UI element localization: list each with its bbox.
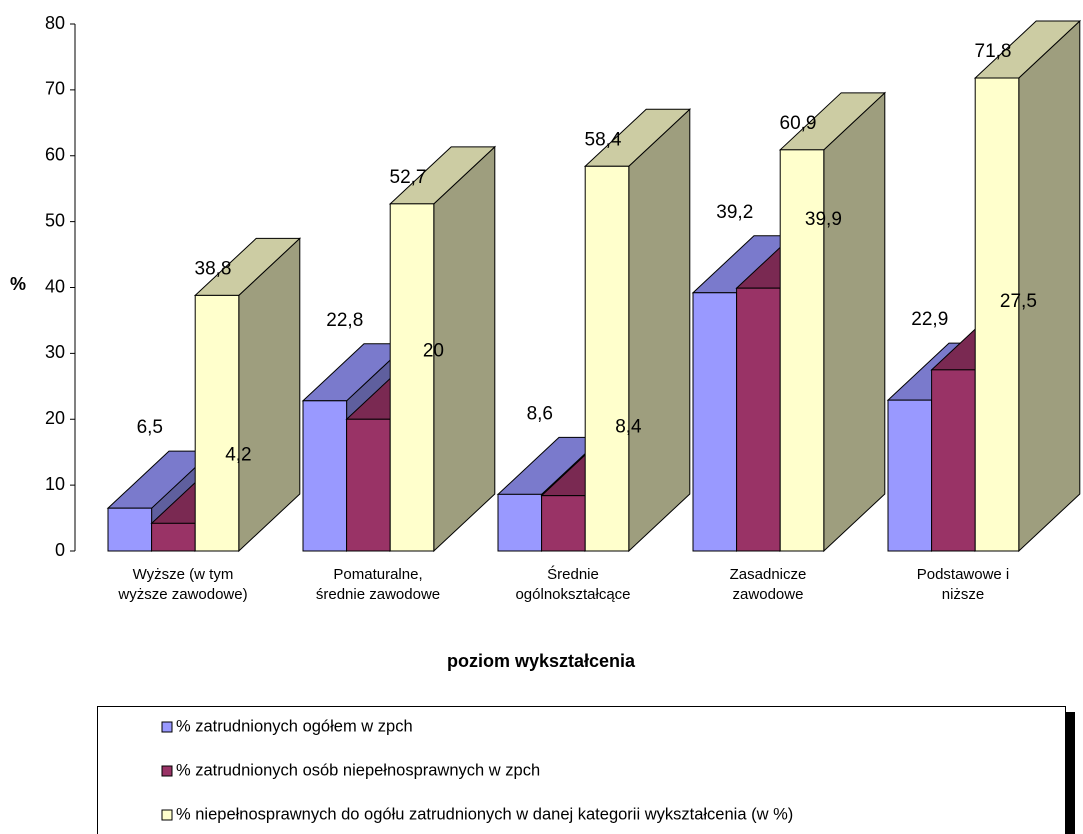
legend-swatch — [161, 765, 173, 777]
x-tick-label: Wyższe (w tym wyższe zawodowe) — [117, 566, 247, 603]
bar-front — [389, 203, 435, 552]
y-tick-label: 70 — [45, 79, 65, 99]
legend-box — [97, 706, 1066, 834]
bar-front — [736, 287, 781, 552]
data-label: 4,2 — [225, 444, 251, 465]
bar-side — [823, 91, 886, 553]
x-axis-label: poziom wykształcenia — [447, 651, 636, 671]
y-tick-label: 80 — [45, 13, 65, 33]
bar-front — [151, 522, 196, 552]
y-tick-label: 10 — [45, 474, 65, 494]
data-label: 22,8 — [326, 310, 363, 331]
bar-front — [541, 495, 586, 552]
data-label: 39,9 — [805, 209, 842, 230]
y-tick-label: 30 — [45, 342, 65, 362]
bar-front — [107, 507, 153, 552]
bar — [388, 145, 497, 553]
data-label: 20 — [423, 340, 444, 361]
bar-front — [497, 493, 543, 552]
data-label: 52,7 — [390, 167, 427, 188]
bar-front — [584, 165, 630, 552]
data-label: 6,5 — [137, 417, 163, 438]
bar-front — [974, 77, 1020, 552]
y-tick-label: 60 — [45, 145, 65, 165]
y-tick-label: 50 — [45, 210, 65, 230]
data-label: 8,4 — [615, 417, 642, 438]
data-label: 22,9 — [911, 309, 948, 330]
bar — [583, 108, 692, 553]
bar-front — [931, 369, 976, 552]
y-tick-label: 40 — [45, 276, 65, 296]
data-label: 27,5 — [1000, 291, 1037, 312]
data-label: 39,2 — [716, 202, 753, 223]
data-label: 8,6 — [527, 403, 553, 424]
data-label: 60,9 — [780, 113, 817, 134]
bar-front — [302, 400, 348, 552]
legend-swatch — [161, 809, 173, 821]
bar-front — [692, 292, 738, 552]
bar-front — [779, 149, 825, 552]
bar — [778, 91, 887, 553]
bar-front — [194, 294, 240, 552]
legend-label: % zatrudnionych osób niepełnosprawnych w… — [176, 761, 540, 779]
y-axis-label: % — [10, 274, 26, 294]
data-label: 58,4 — [585, 129, 622, 150]
y-tick-label: 20 — [45, 408, 65, 428]
bar-side — [628, 108, 691, 553]
bar-front — [887, 399, 933, 552]
bar-side — [1018, 19, 1081, 553]
legend-label: % niepełnosprawnych do ogółu zatrudniony… — [176, 805, 793, 823]
x-tick-label: Zasadnicze zawodowe — [730, 566, 807, 603]
legend-shadow — [1066, 712, 1075, 834]
bar — [193, 237, 302, 553]
x-tick-label: Pomaturalne, średnie zawodowe — [316, 566, 440, 603]
y-tick-label: 0 — [55, 540, 65, 560]
legend-label: % zatrudnionych ogółem w zpch — [176, 717, 413, 735]
bar — [973, 19, 1082, 553]
x-tick-label: Podstawowe i niższe — [917, 566, 1010, 603]
bar-front — [346, 418, 391, 552]
data-label: 71,8 — [975, 41, 1012, 62]
legend-swatch — [161, 721, 173, 733]
x-tick-label: Średnie ogólnokształcące — [515, 565, 630, 603]
data-label: 38,8 — [195, 258, 232, 279]
